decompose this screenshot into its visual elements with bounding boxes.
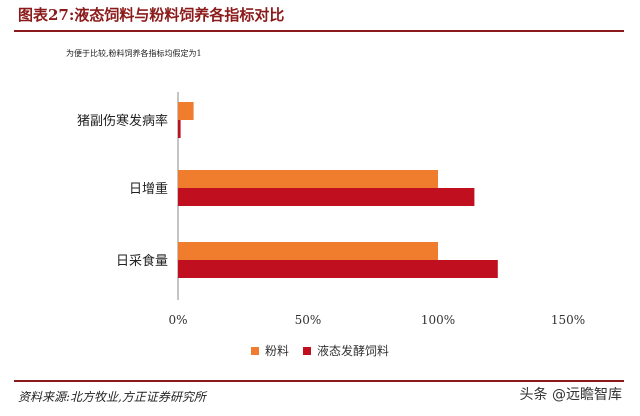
legend-label-liquid: 液态发酵饲料 xyxy=(317,344,390,358)
source-divider xyxy=(14,380,624,382)
chart-title: 图表27:液态饲料与粉料饲养各指标对比 xyxy=(18,6,285,24)
x-tick-label-1: 50% xyxy=(295,313,322,327)
x-tick-label-3: 150% xyxy=(551,313,585,327)
category-label-0: 猪副伤寒发病率 xyxy=(77,113,168,129)
legend-swatch-liquid xyxy=(303,346,311,355)
chart-note: 为便于比较,粉料饲养各指标均假定为1 xyxy=(66,49,202,58)
legend: 粉料 液态发酵饲料 xyxy=(0,342,640,359)
bar-powder-0 xyxy=(178,102,194,120)
x-tick-label-0: 0% xyxy=(168,313,187,327)
bar-liquid-1 xyxy=(178,188,475,206)
bar-powder-2 xyxy=(178,242,438,260)
legend-swatch-powder xyxy=(250,346,259,355)
bar-liquid-0 xyxy=(178,120,181,138)
watermark: 头条 @远瞻智库 xyxy=(519,387,622,403)
bar-liquid-2 xyxy=(178,260,498,278)
x-tick-label-2: 100% xyxy=(421,313,455,327)
legend-label-powder: 粉料 xyxy=(264,344,289,358)
category-label-1: 日增重 xyxy=(129,181,168,197)
legend-item-liquid: 液态发酵饲料 xyxy=(303,342,389,359)
title-divider xyxy=(14,30,624,32)
legend-item-powder: 粉料 xyxy=(250,342,289,359)
category-label-2: 日采食量 xyxy=(116,253,168,269)
source-text: 资料来源:北方牧业,方正证券研究所 xyxy=(18,390,206,404)
bar-powder-1 xyxy=(178,170,438,188)
